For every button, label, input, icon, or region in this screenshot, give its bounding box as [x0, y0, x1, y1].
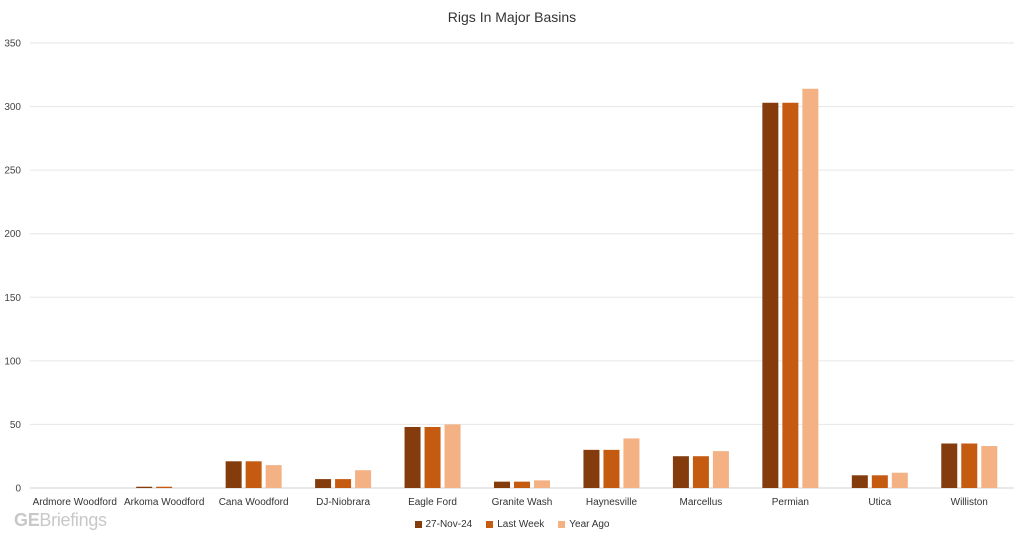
- x-tick-label: Ardmore Woodford: [33, 497, 117, 508]
- legend-item: 27-Nov-24: [414, 519, 473, 530]
- legend: 27-Nov-24 Last Week Year Ago: [0, 519, 1024, 530]
- bar: [762, 102, 779, 488]
- legend-item: Year Ago: [558, 519, 610, 530]
- bar: [494, 481, 510, 488]
- bar: [603, 449, 620, 488]
- watermark-suffix: Briefings: [39, 510, 107, 530]
- bar: [424, 426, 441, 488]
- bar: [712, 451, 729, 488]
- bar: [245, 461, 262, 488]
- bar: [225, 461, 242, 488]
- bar: [871, 475, 888, 488]
- bar: [335, 479, 352, 488]
- chart-title: Rigs In Major Basins: [447, 9, 577, 25]
- legend-label: 27-Nov-24: [425, 519, 473, 530]
- legend-swatch: [486, 521, 494, 528]
- watermark-logo: GEBriefings: [14, 510, 107, 531]
- bar: [265, 465, 282, 488]
- bar: [136, 486, 153, 488]
- bar: [851, 475, 868, 488]
- x-tick-label: Haynesville: [586, 497, 638, 508]
- bar: [891, 472, 908, 488]
- bar: [156, 486, 173, 488]
- x-tick-label: Permian: [772, 497, 809, 508]
- bar: [534, 480, 550, 488]
- bar: [802, 88, 819, 489]
- bar: [583, 449, 600, 488]
- legend-swatch: [558, 521, 566, 528]
- y-tick-label: 200: [4, 229, 21, 240]
- x-tick-label: Williston: [951, 497, 988, 508]
- legend-label: Year Ago: [569, 519, 610, 530]
- y-tick-label: 300: [4, 102, 21, 113]
- bar: [315, 479, 332, 488]
- bar: [941, 443, 958, 488]
- y-tick-label: 150: [4, 293, 21, 304]
- y-tick-label: 250: [4, 166, 21, 177]
- x-tick-label: Cana Woodford: [219, 497, 289, 508]
- bar: [961, 443, 978, 488]
- bar: [672, 456, 689, 488]
- x-tick-label: DJ-Niobrara: [316, 497, 370, 508]
- x-tick-label: Arkoma Woodford: [124, 497, 204, 508]
- watermark-prefix: GE: [14, 510, 40, 530]
- legend-swatch: [414, 521, 422, 528]
- x-tick-label: Utica: [868, 497, 891, 508]
- x-tick-label: Marcellus: [680, 497, 723, 508]
- x-tick-label: Eagle Ford: [408, 497, 457, 508]
- legend-label: Last Week: [497, 519, 545, 530]
- y-tick-label: 100: [4, 356, 21, 367]
- bar: [444, 424, 461, 488]
- bar: [623, 438, 640, 488]
- bar: [981, 446, 998, 488]
- x-tick-label: Granite Wash: [492, 497, 553, 508]
- bar: [782, 102, 799, 488]
- bar: [355, 470, 372, 488]
- bar: [692, 456, 709, 488]
- y-tick-label: 50: [10, 420, 22, 431]
- bar: [514, 481, 530, 488]
- y-tick-label: 0: [15, 484, 21, 495]
- bar: [404, 426, 421, 488]
- legend-item: Last Week: [486, 519, 544, 530]
- y-tick-label: 350: [4, 39, 21, 50]
